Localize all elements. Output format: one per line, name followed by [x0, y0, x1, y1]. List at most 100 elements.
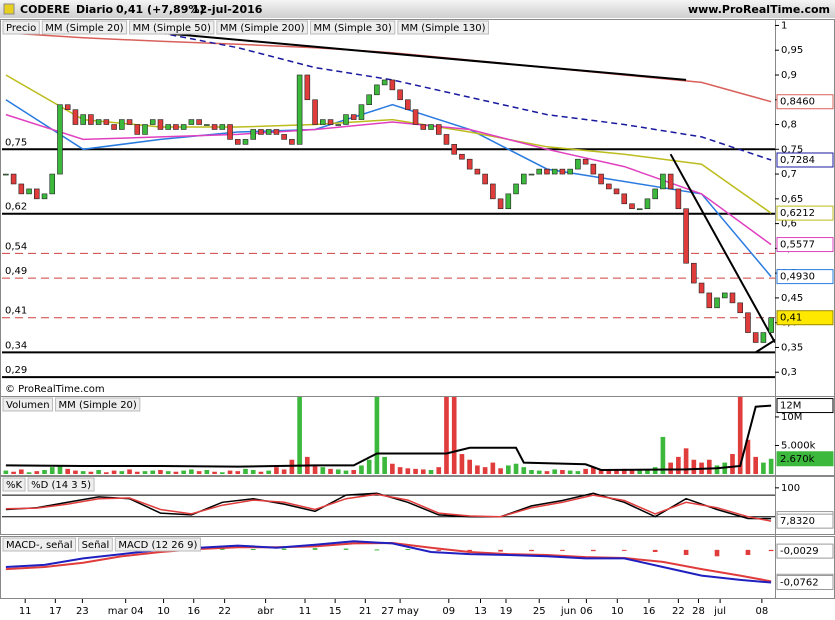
- candle: [729, 292, 736, 304]
- volume-bar: [706, 459, 712, 474]
- x-tick-label: 06: [580, 606, 593, 617]
- value-tag-label: -0,0029: [780, 546, 819, 557]
- candle: [18, 183, 25, 195]
- candle: [173, 124, 179, 130]
- value-tag-box: [776, 237, 834, 253]
- volume-bar: [714, 465, 720, 474]
- volume-bar: [730, 454, 735, 474]
- volume-bar: [212, 471, 217, 474]
- x-tick-label: 27 may: [381, 606, 419, 617]
- x-tick-label: 22: [218, 606, 231, 617]
- volume-bar: [505, 465, 511, 474]
- volume-bar: [227, 470, 233, 474]
- x-tick-label: 11: [299, 606, 312, 617]
- volume-bar: [73, 470, 78, 474]
- legend-entry: Volumen: [6, 400, 50, 411]
- price-plot: [2, 31, 775, 379]
- volume-bar: [614, 470, 619, 474]
- volume-bar: [65, 468, 71, 474]
- volume-bar: [320, 467, 326, 474]
- x-tick-label: 19: [500, 606, 513, 617]
- stochastic-line: [5, 493, 772, 522]
- candle: [497, 198, 504, 210]
- value-tag-box: [776, 451, 834, 467]
- volume-bar: [552, 469, 558, 474]
- volume-bar: [390, 463, 395, 474]
- volume-bar: [560, 470, 565, 474]
- candle: [582, 158, 589, 165]
- candle: [714, 297, 720, 309]
- x-tick-label: 23: [76, 606, 89, 617]
- candle: [312, 99, 318, 125]
- volume-bar: [312, 465, 318, 474]
- macd-bar: [405, 549, 411, 550]
- macd-bar: [467, 549, 472, 552]
- legend-box: [310, 20, 396, 35]
- x-tick-label: 08: [755, 606, 768, 617]
- legend-box: [55, 397, 141, 412]
- legend-entry: Precio: [6, 23, 36, 34]
- candle: [683, 208, 689, 264]
- volume-bar: [536, 470, 542, 474]
- candle: [760, 332, 767, 343]
- x-tick-label: jul: [713, 606, 726, 617]
- y-tick-label: 100: [781, 483, 800, 494]
- volume-bar: [436, 467, 442, 474]
- volume-bar: [529, 470, 534, 474]
- y-tick-label: 0,75: [781, 144, 803, 155]
- candle: [698, 282, 705, 294]
- candle: [327, 119, 334, 125]
- legend-box: [2, 397, 54, 412]
- volume-bar: [683, 448, 689, 474]
- value-tag: 0,7284: [776, 152, 834, 168]
- volume-bar: [134, 471, 140, 474]
- volume-bar: [451, 397, 457, 474]
- value-tag-label: 0,5577: [780, 240, 815, 251]
- volume-bar: [42, 470, 47, 474]
- volume-bar: [11, 471, 16, 474]
- candle: [26, 188, 32, 195]
- volume-bar: [583, 468, 588, 474]
- macd-bar: [560, 549, 565, 551]
- period: Diario: [76, 3, 114, 16]
- candle: [636, 208, 643, 211]
- candle: [95, 119, 102, 125]
- candle: [64, 104, 71, 110]
- volume-bar: [397, 467, 403, 474]
- candle: [737, 302, 743, 314]
- volume-bar: [413, 468, 418, 474]
- x-tick-label: 21: [359, 606, 372, 617]
- candle: [204, 124, 210, 126]
- value-tag-label: -0,0762: [780, 578, 819, 589]
- macd-bar: [343, 548, 349, 550]
- candle: [551, 168, 558, 175]
- x-tick-label: 11: [19, 606, 32, 617]
- legend-entry: MM (Simple 20): [45, 23, 123, 34]
- value-tag-label: 0,41: [780, 313, 802, 324]
- level-label: 0,34: [5, 340, 27, 351]
- macd-line: [5, 540, 772, 584]
- candle: [374, 84, 380, 96]
- candle: [621, 193, 628, 205]
- candle: [474, 168, 481, 175]
- candle: [320, 119, 326, 125]
- date: 12-jul-2016: [192, 3, 263, 16]
- candle: [745, 312, 751, 333]
- candle: [57, 104, 63, 175]
- legend-box: [129, 20, 215, 35]
- candle: [126, 119, 133, 125]
- candle: [343, 114, 349, 125]
- volume-bar: [142, 471, 148, 474]
- candle: [505, 193, 512, 210]
- candle: [358, 104, 365, 120]
- volume-bar: [204, 470, 210, 474]
- volume-bar: [189, 469, 194, 474]
- moving-average: [5, 32, 772, 103]
- site: www.ProRealTime.com: [688, 3, 830, 16]
- volume-bar: [258, 471, 264, 474]
- volume-bar: [250, 470, 256, 474]
- candle: [598, 173, 604, 185]
- volume-bar: [768, 458, 774, 474]
- value-tag-label: 0,8460: [780, 97, 815, 108]
- volume-bar: [88, 471, 94, 474]
